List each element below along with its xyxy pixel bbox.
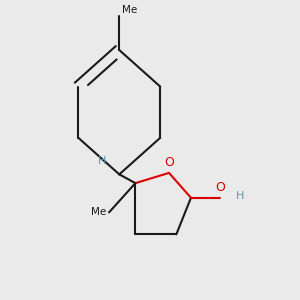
- Text: H: H: [236, 191, 245, 201]
- Text: O: O: [164, 156, 174, 170]
- Text: Me: Me: [122, 5, 137, 15]
- Text: H: H: [98, 156, 106, 166]
- Text: Me: Me: [91, 207, 106, 218]
- Text: O: O: [215, 181, 225, 194]
